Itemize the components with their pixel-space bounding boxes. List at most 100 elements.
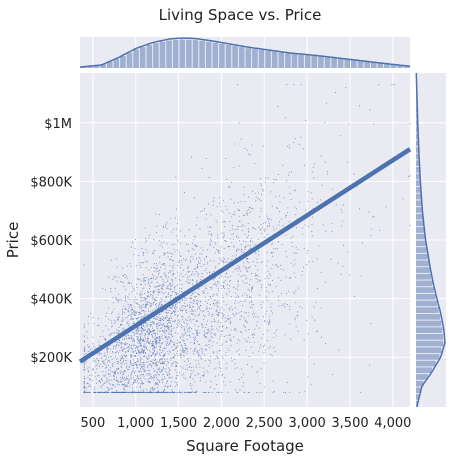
scatter-point — [87, 344, 89, 346]
top-hist-bar — [93, 65, 100, 68]
scatter-point — [190, 336, 192, 338]
scatter-point — [166, 344, 168, 346]
scatter-point — [303, 164, 306, 166]
scatter-point — [147, 391, 149, 393]
scatter-point — [150, 343, 152, 345]
scatter-point — [87, 323, 89, 325]
scatter-point — [169, 294, 171, 297]
scatter-point — [113, 375, 115, 377]
scatter-point — [109, 373, 112, 375]
scatter-point — [148, 278, 150, 280]
scatter-point — [97, 318, 99, 320]
scatter-point — [178, 275, 180, 277]
scatter-point — [214, 388, 216, 390]
scatter-point — [105, 367, 107, 369]
scatter-point — [275, 196, 277, 198]
scatter-point — [174, 306, 176, 309]
scatter-point — [176, 223, 179, 225]
scatter-point — [144, 351, 146, 354]
scatter-point — [178, 391, 180, 393]
scatter-point — [295, 208, 297, 210]
scatter-point — [176, 375, 178, 377]
scatter-point — [125, 335, 127, 337]
scatter-point — [294, 206, 296, 208]
scatter-point — [83, 264, 85, 266]
scatter-point — [167, 339, 169, 341]
scatter-point — [143, 374, 145, 376]
scatter-point — [175, 348, 177, 350]
scatter-point — [164, 332, 166, 334]
scatter-point — [137, 378, 139, 380]
scatter-point — [169, 333, 171, 335]
scatter-point — [370, 322, 372, 324]
scatter-point — [139, 385, 141, 387]
scatter-point — [87, 316, 89, 318]
scatter-point — [124, 343, 126, 345]
scatter-point — [162, 225, 164, 227]
scatter-point — [116, 363, 118, 365]
scatter-point — [170, 285, 172, 287]
scatter-point — [202, 367, 205, 369]
scatter-point — [257, 278, 259, 280]
scatter-point — [232, 238, 234, 240]
scatter-point — [112, 391, 114, 393]
scatter-point — [133, 343, 135, 345]
scatter-point — [210, 298, 212, 300]
scatter-point — [342, 220, 344, 222]
scatter-point — [123, 311, 126, 313]
scatter-point — [149, 304, 151, 306]
scatter-point — [127, 346, 129, 348]
scatter-point — [144, 355, 146, 357]
scatter-point — [130, 265, 132, 268]
scatter-point — [113, 331, 115, 333]
scatter-point — [209, 286, 211, 288]
scatter-point — [258, 226, 260, 228]
scatter-point — [177, 375, 179, 377]
scatter-point — [294, 259, 296, 261]
scatter-point — [320, 336, 322, 338]
scatter-point — [164, 226, 166, 228]
scatter-point — [189, 331, 191, 333]
scatter-point — [130, 356, 132, 358]
scatter-point — [142, 328, 144, 330]
scatter-point — [83, 353, 85, 355]
scatter-point — [115, 321, 117, 323]
scatter-point — [126, 316, 128, 318]
scatter-point — [140, 316, 143, 318]
scatter-point — [165, 337, 167, 339]
scatter-point — [320, 307, 322, 309]
scatter-point — [118, 326, 120, 328]
scatter-point — [122, 320, 124, 322]
scatter-point — [138, 339, 141, 341]
scatter-point — [123, 378, 125, 380]
scatter-point — [172, 272, 174, 275]
scatter-point — [154, 333, 157, 335]
scatter-point — [223, 301, 225, 303]
scatter-point — [126, 382, 128, 384]
scatter-point — [148, 328, 150, 331]
scatter-point — [257, 250, 260, 252]
scatter-point — [210, 356, 212, 358]
scatter-point — [179, 390, 181, 392]
scatter-point — [209, 272, 211, 274]
scatter-point — [152, 336, 154, 338]
scatter-point — [157, 281, 159, 284]
scatter-point — [267, 218, 269, 220]
scatter-point — [153, 298, 156, 300]
scatter-point — [206, 320, 209, 322]
scatter-point — [267, 177, 269, 179]
scatter-point — [199, 380, 201, 382]
scatter-point — [134, 239, 137, 241]
scatter-point — [178, 252, 180, 254]
scatter-point — [180, 310, 182, 312]
top-hist-bar — [377, 63, 384, 68]
scatter-point — [140, 308, 142, 310]
scatter-point — [171, 284, 174, 286]
scatter-point — [221, 375, 223, 377]
scatter-point — [199, 253, 201, 255]
scatter-point — [137, 337, 139, 339]
scatter-point — [175, 303, 177, 305]
scatter-point — [161, 235, 163, 237]
scatter-point — [228, 287, 230, 289]
scatter-point — [156, 360, 158, 362]
